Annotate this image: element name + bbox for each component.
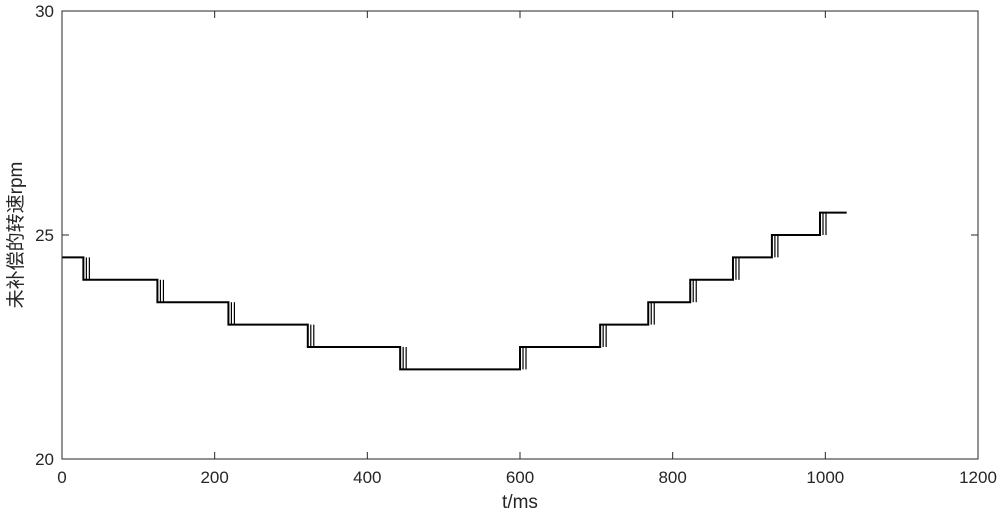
y-tick-label: 20: [35, 450, 54, 469]
x-axis-label: t/ms: [502, 492, 538, 513]
x-tick-label: 800: [658, 468, 686, 487]
x-tick-label: 0: [57, 468, 66, 487]
x-tick-label: 600: [506, 468, 534, 487]
x-tick-label: 1200: [959, 468, 997, 487]
x-tick-label: 1000: [806, 468, 844, 487]
y-tick-label: 25: [35, 226, 54, 245]
x-tick-label: 400: [353, 468, 381, 487]
plot-area: [62, 11, 978, 459]
y-tick-label: 30: [35, 2, 54, 21]
x-tick-label: 200: [200, 468, 228, 487]
y-axis-label: 未补偿的转速rpm: [5, 162, 27, 309]
